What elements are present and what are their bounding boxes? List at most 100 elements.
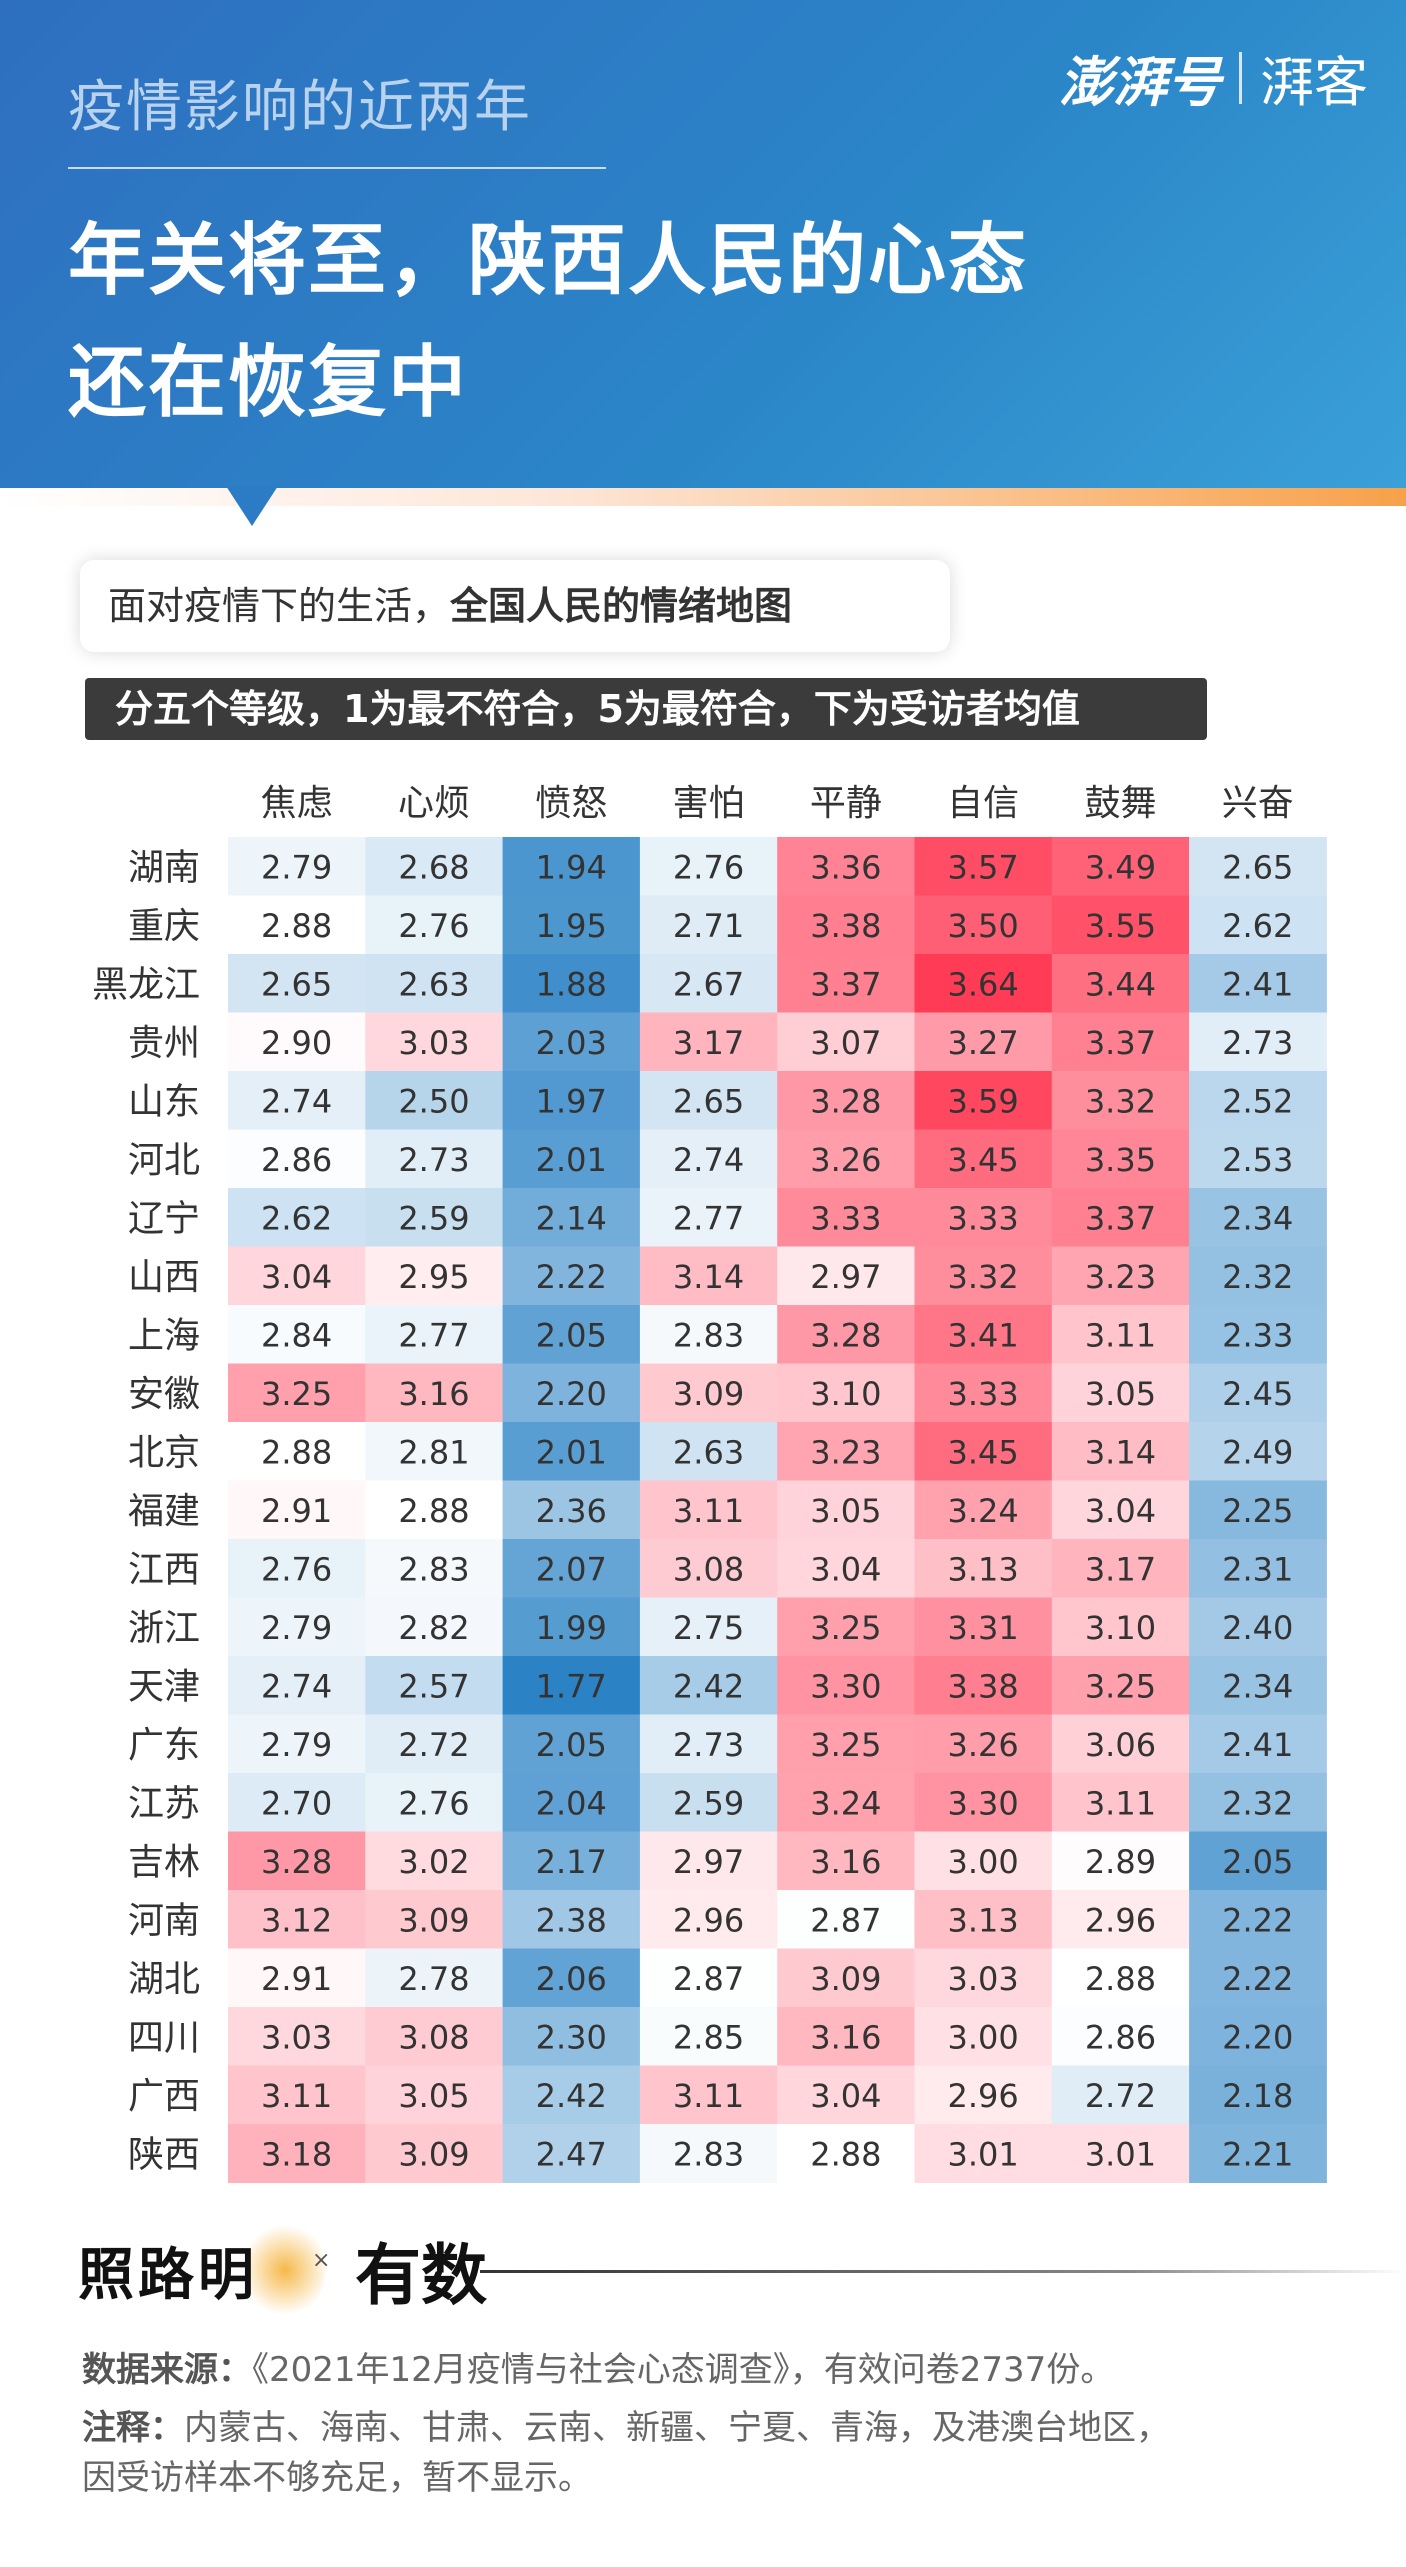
heat-cell bbox=[365, 1773, 504, 1832]
heat-cell bbox=[914, 1363, 1053, 1423]
heat-cell bbox=[502, 1129, 641, 1189]
cell-value: 2.88 bbox=[261, 1433, 332, 1471]
cell-value: 2.72 bbox=[398, 1726, 469, 1764]
row-label: 江苏 bbox=[128, 1783, 200, 1824]
heat-cell bbox=[914, 895, 1053, 955]
cell-value: 2.20 bbox=[1222, 2018, 1293, 2056]
cell-value: 2.96 bbox=[948, 2077, 1019, 2115]
row-label: 江西 bbox=[128, 1549, 200, 1590]
heat-cell bbox=[365, 1246, 504, 1306]
cell-value: 3.55 bbox=[1085, 907, 1156, 945]
cell-value: 2.42 bbox=[536, 2077, 607, 2115]
row-label: 广东 bbox=[128, 1725, 200, 1766]
heat-cell bbox=[1189, 1012, 1327, 1072]
cell-value: 3.05 bbox=[810, 1492, 881, 1530]
heat-cell bbox=[1189, 2124, 1327, 2183]
heat-cell bbox=[639, 895, 778, 955]
heat-cell bbox=[1051, 1422, 1190, 1481]
heat-cell bbox=[365, 1071, 504, 1130]
heat-cell bbox=[1189, 954, 1327, 1013]
cell-value: 2.73 bbox=[1222, 1024, 1293, 1062]
row-label: 山西 bbox=[128, 1257, 200, 1298]
heat-cell bbox=[914, 1188, 1053, 1247]
cell-value: 3.41 bbox=[948, 1316, 1019, 1354]
cell-value: 3.31 bbox=[948, 1609, 1019, 1647]
heat-cell bbox=[228, 1656, 366, 1715]
heat-cell bbox=[777, 1656, 915, 1715]
cell-value: 2.05 bbox=[536, 1316, 607, 1354]
cell-value: 2.88 bbox=[261, 907, 332, 945]
cell-value: 3.36 bbox=[810, 848, 881, 886]
cell-value: 2.06 bbox=[536, 1960, 607, 1998]
heat-cell bbox=[228, 1948, 366, 2008]
cell-value: 3.33 bbox=[948, 1375, 1019, 1413]
heat-cell bbox=[777, 1480, 915, 1540]
heat-cell bbox=[777, 1188, 915, 1247]
heat-cell bbox=[1051, 1773, 1190, 1832]
cell-value: 3.14 bbox=[1085, 1433, 1156, 1471]
cell-value: 2.76 bbox=[261, 1550, 332, 1588]
heat-cell bbox=[365, 1129, 504, 1189]
cell-value: 2.63 bbox=[398, 965, 469, 1003]
cell-value: 2.22 bbox=[1222, 1901, 1293, 1939]
heat-cell bbox=[777, 1422, 915, 1481]
heat-cell bbox=[639, 1539, 778, 1598]
heat-cell bbox=[914, 1656, 1053, 1715]
row-label: 山东 bbox=[128, 1081, 200, 1122]
cell-value: 3.25 bbox=[261, 1375, 332, 1413]
cell-value: 2.07 bbox=[536, 1550, 607, 1588]
heat-cell bbox=[365, 837, 504, 896]
heat-cell bbox=[365, 2065, 504, 2125]
cell-value: 2.78 bbox=[398, 1960, 469, 1998]
cell-value: 3.09 bbox=[673, 1375, 744, 1413]
cell-value: 2.84 bbox=[261, 1316, 332, 1354]
heat-cell bbox=[1189, 1188, 1327, 1247]
cell-value: 3.17 bbox=[1085, 1550, 1156, 1588]
source-label: 数据来源： bbox=[82, 2350, 252, 2390]
cell-value: 3.03 bbox=[261, 2018, 332, 2056]
cell-value: 2.71 bbox=[673, 907, 744, 945]
cell-value: 3.08 bbox=[398, 2018, 469, 2056]
kicker-underline bbox=[68, 167, 606, 169]
cell-value: 2.83 bbox=[673, 2135, 744, 2173]
heat-cell bbox=[1189, 2065, 1327, 2125]
heat-cell bbox=[1189, 1597, 1327, 1657]
heat-cell bbox=[914, 1539, 1053, 1598]
heat-cell bbox=[502, 1597, 641, 1657]
cell-value: 2.62 bbox=[261, 1199, 332, 1237]
heat-cell bbox=[639, 1422, 778, 1481]
cell-value: 3.28 bbox=[810, 1316, 881, 1354]
heat-cell bbox=[639, 2007, 778, 2066]
heat-cell bbox=[502, 1831, 641, 1891]
heat-cell bbox=[502, 1246, 641, 1306]
heat-cell bbox=[228, 1831, 366, 1891]
cell-value: 2.34 bbox=[1222, 1667, 1293, 1705]
heat-cell bbox=[365, 1539, 504, 1598]
cell-value: 3.18 bbox=[261, 2135, 332, 2173]
logo-divider bbox=[1239, 51, 1242, 104]
cell-value: 2.22 bbox=[1222, 1960, 1293, 1998]
cell-value: 2.86 bbox=[261, 1141, 332, 1179]
heat-cell bbox=[228, 1773, 366, 1832]
footer-divider bbox=[480, 2270, 1406, 2273]
cell-value: 2.88 bbox=[810, 2135, 881, 2173]
heat-cell bbox=[777, 895, 915, 955]
heat-cell bbox=[502, 2007, 641, 2066]
heat-cell bbox=[777, 2065, 915, 2125]
heat-cell bbox=[228, 837, 366, 896]
cell-value: 2.76 bbox=[398, 907, 469, 945]
heat-cell bbox=[365, 1188, 504, 1247]
cell-value: 2.88 bbox=[1085, 1960, 1156, 1998]
cell-value: 2.59 bbox=[673, 1784, 744, 1822]
heat-cell bbox=[777, 954, 915, 1013]
heat-cell bbox=[914, 837, 1053, 896]
row-label: 湖南 bbox=[128, 847, 200, 888]
cell-value: 3.37 bbox=[810, 965, 881, 1003]
cell-value: 2.33 bbox=[1222, 1316, 1293, 1354]
column-header: 平静 bbox=[810, 783, 882, 824]
heat-cell bbox=[228, 1539, 366, 1598]
heat-cell bbox=[502, 1363, 641, 1423]
partner-logo-2: 有数 bbox=[355, 2237, 487, 2314]
heat-cell bbox=[777, 2124, 915, 2183]
heat-cell bbox=[777, 1363, 915, 1423]
